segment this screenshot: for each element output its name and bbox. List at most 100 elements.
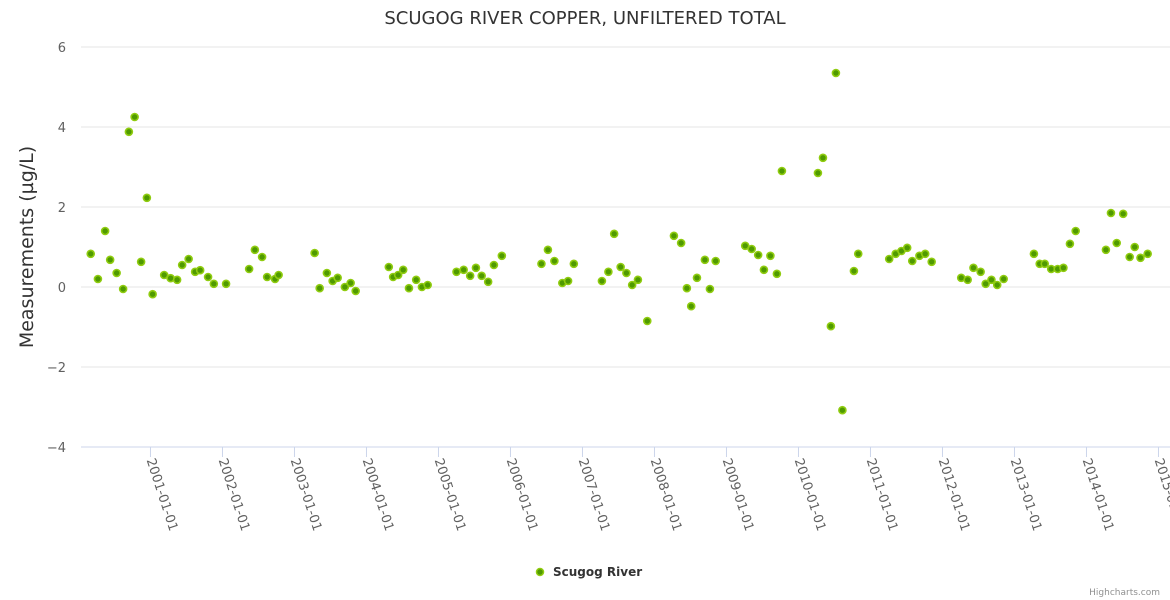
data-point[interactable]: [112, 268, 121, 278]
data-point[interactable]: [907, 256, 917, 266]
data-point[interactable]: [172, 275, 182, 285]
data-point[interactable]: [142, 193, 152, 203]
data-point[interactable]: [711, 256, 720, 266]
data-point[interactable]: [159, 270, 169, 280]
data-point[interactable]: [597, 276, 607, 286]
data-point[interactable]: [1125, 252, 1134, 262]
data-point[interactable]: [346, 278, 355, 288]
data-point[interactable]: [411, 275, 421, 285]
data-point[interactable]: [849, 266, 859, 276]
data-point[interactable]: [483, 277, 493, 287]
data-point[interactable]: [550, 256, 559, 266]
data-point[interactable]: [459, 265, 468, 275]
data-point[interactable]: [203, 272, 213, 282]
data-point[interactable]: [1143, 249, 1152, 259]
data-point[interactable]: [981, 279, 990, 289]
data-point[interactable]: [136, 257, 146, 267]
data-point[interactable]: [627, 280, 637, 290]
data-point[interactable]: [250, 245, 260, 255]
data-point[interactable]: [676, 238, 686, 248]
data-point[interactable]: [351, 286, 360, 296]
data-point[interactable]: [452, 267, 461, 277]
data-point[interactable]: [477, 271, 486, 281]
data-point[interactable]: [130, 112, 139, 122]
data-point[interactable]: [1136, 253, 1145, 263]
data-point[interactable]: [604, 267, 613, 277]
data-point[interactable]: [1040, 259, 1050, 269]
data-point[interactable]: [244, 264, 254, 274]
data-point[interactable]: [692, 273, 702, 283]
data-point[interactable]: [747, 244, 756, 254]
data-point[interactable]: [393, 270, 403, 280]
data-point[interactable]: [497, 251, 507, 261]
data-point[interactable]: [340, 282, 350, 292]
data-point[interactable]: [1106, 208, 1116, 218]
data-point[interactable]: [404, 283, 414, 293]
data-point[interactable]: [969, 263, 978, 273]
data-point[interactable]: [999, 274, 1008, 284]
data-point[interactable]: [976, 267, 985, 277]
data-point[interactable]: [740, 241, 750, 251]
data-point[interactable]: [209, 279, 219, 289]
data-point[interactable]: [759, 265, 769, 275]
data-point[interactable]: [384, 262, 394, 272]
data-point[interactable]: [992, 280, 1002, 290]
data-point[interactable]: [423, 280, 432, 290]
data-point[interactable]: [884, 254, 894, 264]
data-point[interactable]: [633, 275, 643, 285]
data-point[interactable]: [616, 262, 625, 272]
data-point[interactable]: [609, 229, 619, 239]
data-point[interactable]: [622, 268, 631, 278]
data-point[interactable]: [537, 259, 546, 269]
data-point[interactable]: [322, 268, 332, 278]
data-point[interactable]: [927, 257, 936, 267]
data-point[interactable]: [105, 255, 115, 265]
data-point[interactable]: [262, 272, 272, 282]
credits-link[interactable]: Highcharts.com: [1089, 588, 1160, 598]
data-point[interactable]: [1059, 263, 1068, 273]
data-point[interactable]: [86, 249, 96, 259]
data-point[interactable]: [310, 248, 319, 258]
data-point[interactable]: [705, 284, 715, 294]
data-point[interactable]: [195, 265, 205, 275]
data-point[interactable]: [1112, 238, 1122, 248]
data-point[interactable]: [543, 245, 553, 255]
data-point[interactable]: [838, 405, 847, 415]
data-point[interactable]: [831, 68, 841, 78]
data-point[interactable]: [1130, 242, 1140, 252]
data-point[interactable]: [686, 301, 696, 311]
data-point[interactable]: [274, 270, 283, 280]
data-point[interactable]: [682, 283, 692, 293]
legend-item-scugog-river[interactable]: Scugog River: [535, 565, 643, 579]
data-point[interactable]: [177, 260, 187, 270]
data-point[interactable]: [1071, 226, 1080, 236]
data-point[interactable]: [826, 321, 836, 331]
data-point[interactable]: [315, 283, 324, 293]
data-point[interactable]: [221, 279, 231, 289]
data-point[interactable]: [489, 260, 499, 270]
data-point[interactable]: [1029, 249, 1039, 259]
data-point[interactable]: [853, 249, 863, 259]
data-point[interactable]: [569, 259, 579, 269]
data-point[interactable]: [700, 255, 710, 265]
data-point[interactable]: [333, 273, 342, 283]
data-point[interactable]: [813, 168, 823, 178]
data-point[interactable]: [669, 231, 679, 241]
data-point[interactable]: [465, 271, 475, 281]
data-point[interactable]: [642, 316, 652, 326]
data-point[interactable]: [124, 127, 134, 137]
data-point[interactable]: [148, 289, 157, 299]
data-point[interactable]: [753, 250, 763, 260]
data-point[interactable]: [100, 226, 110, 236]
data-point[interactable]: [118, 284, 128, 294]
data-point[interactable]: [766, 251, 775, 261]
data-point[interactable]: [93, 274, 103, 284]
data-point[interactable]: [818, 153, 828, 163]
data-point[interactable]: [772, 269, 782, 279]
data-point[interactable]: [902, 243, 912, 253]
data-point[interactable]: [1118, 209, 1128, 219]
data-point[interactable]: [563, 276, 573, 286]
data-point[interactable]: [920, 249, 930, 259]
data-point[interactable]: [963, 275, 972, 285]
data-point[interactable]: [987, 275, 996, 285]
